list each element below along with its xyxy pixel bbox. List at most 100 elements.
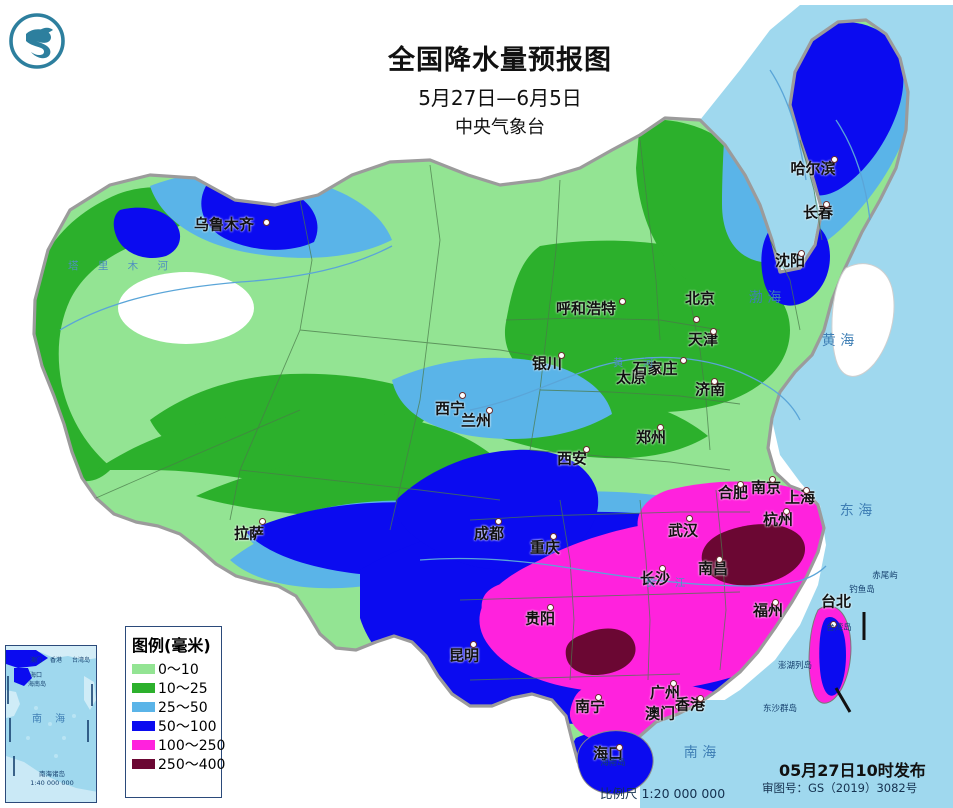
approval-number: 审图号：GS（2019）3082号: [762, 781, 918, 795]
sea-label: 东 海: [839, 503, 873, 519]
city-marker-dot: [583, 446, 590, 453]
city-marker-dot: [470, 641, 477, 648]
legend-swatch: [132, 720, 155, 731]
city-label: 南昌: [697, 559, 729, 578]
city-marker-dot: [716, 556, 723, 563]
city-label: 重庆: [529, 538, 561, 557]
city-marker-dot: [259, 518, 266, 525]
island-label: 海南岛: [600, 758, 626, 768]
city-marker-dot: [659, 565, 666, 572]
city-label: 西宁: [434, 399, 466, 418]
legend-swatch: [132, 758, 155, 769]
city-label: 石家庄: [632, 359, 678, 378]
legend-swatch: [132, 701, 155, 712]
sea-label: 黄 海: [821, 333, 855, 349]
legend-label: 25～50: [158, 699, 208, 716]
city-label: 南京: [750, 478, 782, 497]
city-marker-dot: [710, 328, 717, 335]
city-marker-dot: [670, 680, 677, 687]
city-label: 长沙: [639, 569, 671, 588]
city-marker-dot: [495, 518, 502, 525]
city-label: 太原: [615, 368, 647, 387]
city-label: 上海: [784, 488, 816, 507]
release-time: 05月27日10时发布: [779, 761, 926, 780]
city-marker-dot: [616, 744, 623, 751]
city-marker-dot: [263, 219, 270, 226]
legend-label: 100～250: [158, 737, 226, 754]
river-label: 塔 里 木 河: [68, 260, 177, 272]
city-label: 海口: [592, 744, 624, 763]
legend-item: 50～100: [132, 716, 217, 735]
city-marker-dot: [686, 515, 693, 522]
forecast-date-range: 5月27日—6月5日: [418, 85, 582, 110]
city-label: 银川: [531, 354, 563, 373]
city-label: 济南: [694, 380, 726, 399]
city-marker-dot: [769, 476, 776, 483]
legend-rows: 0～10 10～25 25～50 50～100 100～250 250～400: [132, 659, 225, 773]
legend-label: 10～25: [158, 680, 208, 697]
city-marker-dot: [830, 621, 837, 628]
city-label: 兰州: [460, 411, 492, 430]
legend-item: 10～25: [132, 678, 215, 697]
island-label: 赤尾屿: [872, 571, 898, 581]
city-marker-dot: [798, 250, 805, 257]
legend-item: 0～10: [132, 659, 215, 678]
city-marker-dot: [711, 378, 718, 385]
city-marker-dot: [486, 407, 493, 414]
island-label: 东沙群岛: [762, 704, 798, 714]
city-label: 北京: [684, 289, 716, 308]
legend-item: 100～250: [132, 735, 225, 754]
city-marker-dot: [783, 508, 790, 515]
city-label: 乌鲁木齐: [193, 215, 255, 234]
city-marker-dot: [823, 201, 830, 208]
legend-label: 250～400: [158, 756, 226, 773]
city-marker-dot: [459, 392, 466, 399]
inset-label-haikou: 海口: [30, 672, 43, 679]
city-marker-dot: [697, 695, 704, 702]
city-label: 呼和浩特: [555, 299, 617, 318]
map-scale-text: 比例尺 1:20 000 000: [600, 786, 726, 801]
inset-label-hainan-island: 海南岛: [28, 681, 47, 688]
city-label: 成都: [473, 524, 505, 543]
city-label: 郑州: [635, 428, 667, 447]
legend-item: 25～50: [132, 697, 215, 716]
city-marker-dot: [558, 352, 565, 359]
legend-panel: 图例(毫米) 0～10 10～25 25～50 50～100 100～250 250～40…: [125, 626, 225, 798]
city-label: 拉萨: [233, 524, 265, 543]
island-label: 澎湖列岛: [777, 661, 813, 671]
city-label: 广州: [649, 683, 681, 702]
city-label: 贵阳: [524, 609, 556, 628]
page-title: 全国降水量预报图: [388, 45, 612, 76]
city-label: 长春: [802, 203, 834, 222]
inset-label-hongkong: 香港: [50, 657, 63, 664]
city-marker-dot: [547, 604, 554, 611]
inset-sea-label: 南 海: [32, 714, 71, 725]
legend-label: 50～100: [158, 718, 217, 735]
city-label: 武汉: [667, 521, 699, 540]
legend-label: 0～10: [158, 661, 199, 678]
city-marker-dot: [803, 487, 810, 494]
river-label: 长 江: [645, 577, 694, 589]
south-china-sea-inset: 澳门 香港 台湾岛 海口 海南岛 南 海 南海诸岛 1:40 000 000: [5, 645, 97, 803]
city-marker-dot: [654, 367, 661, 374]
inset-label-taiwan: 台湾岛: [72, 657, 91, 664]
city-marker-dot: [772, 599, 779, 606]
city-label: 澳门: [644, 704, 676, 723]
city-label: 杭州: [762, 510, 794, 529]
city-label: 合肥: [717, 483, 749, 502]
city-marker-dot: [737, 481, 744, 488]
sea-label: 南 海: [683, 745, 717, 761]
city-label: 哈尔滨: [790, 159, 836, 178]
title-block: 全国降水量预报图 5月27日—6月5日 中央气象台: [300, 44, 700, 139]
city-marker-dot: [595, 694, 602, 701]
city-marker-dot: [550, 533, 557, 540]
legend-swatch: [132, 663, 155, 674]
legend-title: 图例(毫米): [132, 636, 211, 655]
city-label: 昆明: [448, 646, 480, 665]
inset-caption: 南海诸岛: [39, 770, 65, 778]
city-marker-dot: [680, 357, 687, 364]
sea-label: 渤 海: [748, 290, 782, 306]
inset-scale: 1:40 000 000: [30, 779, 74, 787]
